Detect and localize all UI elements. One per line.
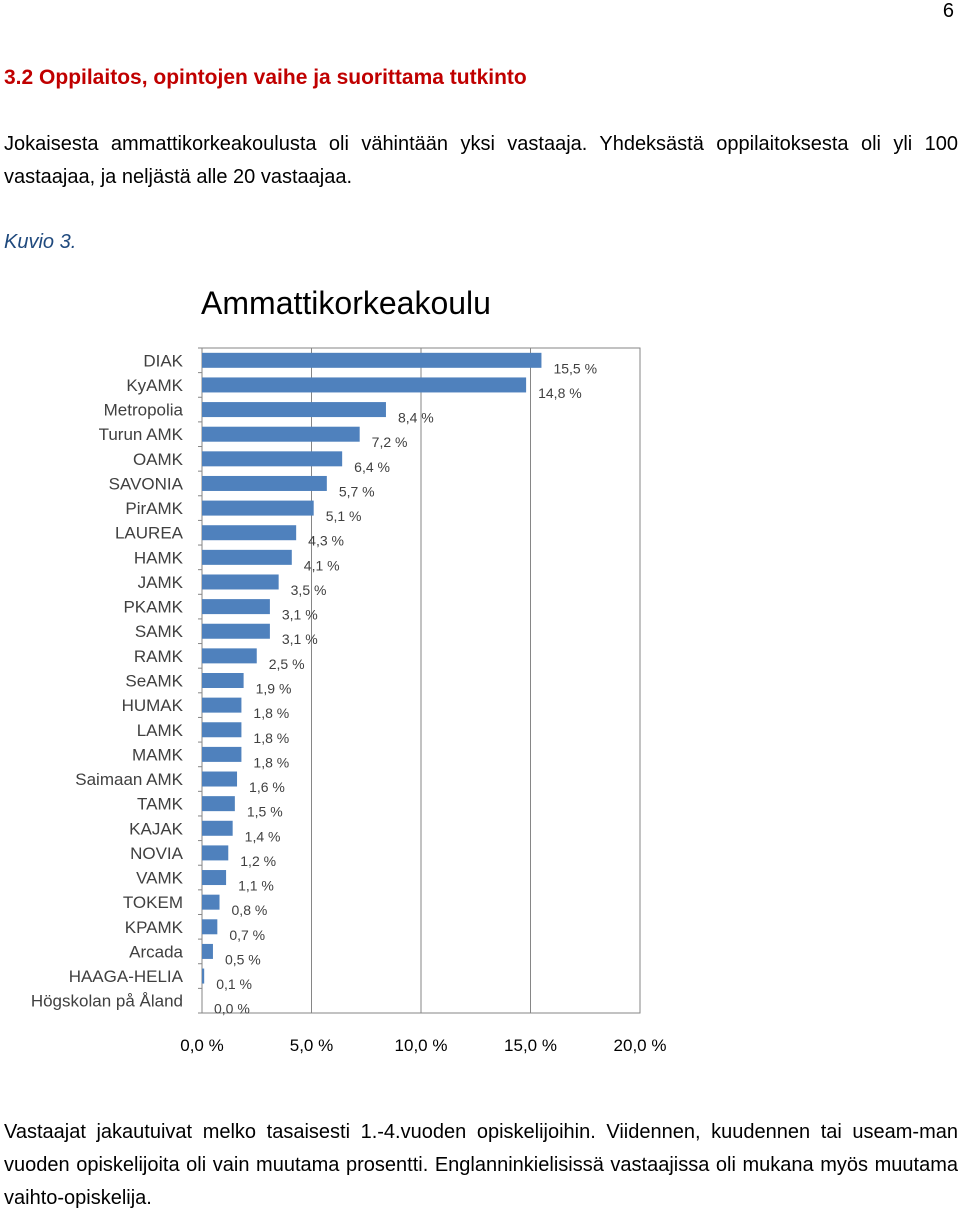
category-label: RAMK [134, 647, 184, 666]
data-label: 8,4 % [398, 410, 434, 426]
category-label: KyAMK [126, 376, 183, 395]
bar [202, 352, 542, 368]
bar [202, 968, 205, 984]
bar [202, 870, 227, 886]
bar [202, 525, 297, 541]
data-label: 15,5 % [553, 360, 597, 376]
chart-labels: 0,0 % 5,0 % 10,0 % 15,0 % 20,0 % DIAK 15,5 % Ky… [31, 351, 667, 1055]
bar [202, 426, 360, 442]
x-tick-label: 15,0 % [504, 1036, 557, 1055]
bar [202, 648, 257, 664]
category-label: TOKEM [123, 893, 183, 912]
category-label: SAMK [135, 622, 184, 641]
bar [202, 673, 244, 688]
bar [202, 746, 242, 762]
bar [202, 697, 242, 713]
category-label: OAMK [133, 450, 184, 469]
bar [202, 919, 218, 935]
bar-chart: Ammattikorkeakoulu 0,0 % 5,0 % 10,0 % 15,0 … [31, 285, 667, 1055]
category-label: Turun AMK [99, 425, 184, 444]
category-label: HAAGA-HELIA [69, 967, 184, 986]
data-label: 1,8 % [253, 730, 289, 746]
data-label: 3,1 % [282, 607, 318, 623]
data-label: 0,1 % [216, 976, 252, 992]
category-label: PirAMK [125, 499, 183, 518]
bar [202, 722, 242, 738]
category-label: MAMK [132, 745, 184, 764]
category-label: Högskolan på Åland [31, 992, 183, 1011]
data-label: 2,5 % [269, 656, 305, 672]
bar [202, 771, 238, 787]
data-label: 4,3 % [308, 533, 344, 549]
data-label: 1,5 % [247, 804, 283, 820]
bar [202, 943, 213, 959]
data-label: 1,4 % [245, 828, 281, 844]
data-label: 6,4 % [354, 459, 390, 475]
paragraph-years: Vastaajat jakautuivat melko tasaisesti 1… [4, 1121, 958, 1209]
bar [202, 796, 235, 812]
data-label: 7,2 % [372, 434, 408, 450]
data-label: 14,8 % [538, 385, 582, 401]
data-label: 1,9 % [256, 681, 292, 697]
category-label: Metropolia [104, 401, 184, 420]
page-number: 6 [942, 0, 954, 22]
paragraph-intro: Jokaisesta ammattikorkeakoulusta oli väh… [4, 133, 958, 188]
data-label: 3,1 % [282, 631, 318, 647]
category-label: JAMK [138, 573, 184, 592]
section-heading: 3.2 Oppilaitos, opintojen vaihe ja suori… [4, 66, 527, 89]
category-label: LAUREA [115, 524, 184, 543]
bar [202, 894, 220, 910]
category-label: VAMK [136, 869, 184, 888]
bar [202, 599, 270, 615]
data-label: 1,8 % [253, 705, 289, 721]
x-tick-label: 20,0 % [614, 1036, 667, 1055]
category-label: Arcada [129, 942, 183, 961]
x-tick-label: 10,0 % [395, 1036, 448, 1055]
category-label: HAMK [134, 548, 184, 567]
category-label: KAJAK [129, 819, 184, 838]
chart-bars [202, 352, 542, 984]
chart-title: Ammattikorkeakoulu [201, 285, 491, 321]
data-label: 5,7 % [339, 483, 375, 499]
category-label: DIAK [143, 351, 183, 370]
bar [202, 845, 229, 861]
data-label: 3,5 % [291, 582, 327, 598]
figure-label: Kuvio 3. [4, 231, 77, 253]
bar [202, 451, 343, 467]
data-label: 0,7 % [229, 927, 265, 943]
bar [202, 402, 386, 418]
category-label: NOVIA [130, 844, 184, 863]
data-label: 1,2 % [240, 853, 276, 869]
data-label: 4,1 % [304, 557, 340, 573]
x-tick-label: 5,0 % [290, 1036, 333, 1055]
data-label: 1,8 % [253, 754, 289, 770]
bar [202, 623, 270, 639]
category-label: LAMK [137, 721, 184, 740]
data-label: 0,8 % [232, 902, 268, 918]
bar [202, 549, 292, 565]
data-label: 0,0 % [214, 1001, 250, 1017]
category-label: TAMK [137, 795, 184, 814]
category-label: SAVONIA [109, 474, 184, 493]
category-label: SeAMK [125, 672, 183, 691]
x-tick-label: 0,0 % [180, 1036, 223, 1055]
category-label: KPAMK [125, 918, 184, 937]
bar [202, 475, 327, 491]
category-label: Saimaan AMK [75, 770, 183, 789]
category-label: PKAMK [123, 598, 183, 617]
bar [202, 574, 279, 590]
data-label: 1,1 % [238, 878, 274, 894]
category-label: HUMAK [122, 696, 184, 715]
data-label: 1,6 % [249, 779, 285, 795]
data-label: 0,5 % [225, 951, 261, 967]
data-label: 5,1 % [326, 508, 362, 524]
bar [202, 500, 314, 516]
bar [202, 820, 233, 836]
bar [202, 377, 527, 393]
